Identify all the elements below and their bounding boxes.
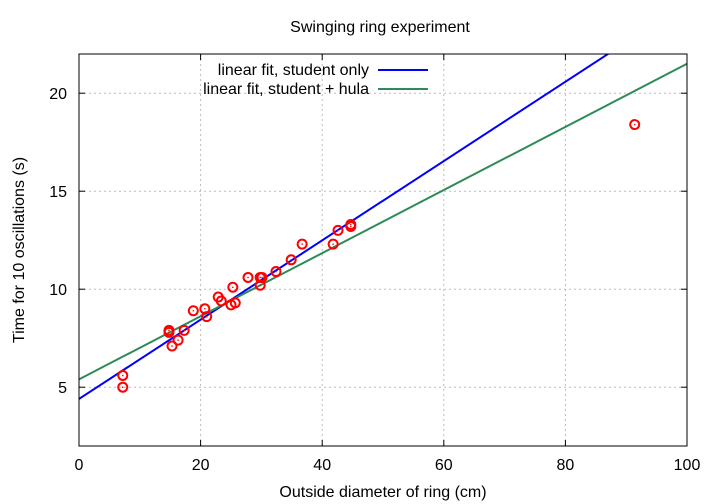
- chart-title: Swinging ring experiment: [290, 19, 470, 36]
- data-point: [201, 311, 213, 323]
- data-point-center: [247, 276, 249, 279]
- x-tick-label: 0: [75, 457, 84, 474]
- x-tick-label: 60: [435, 457, 453, 474]
- data-point: [285, 254, 297, 266]
- legend-label: linear fit, student only: [218, 62, 369, 79]
- x-axis-label: Outside diameter of ring (cm): [279, 484, 486, 501]
- data-point: [178, 324, 190, 336]
- data-point-center: [259, 276, 261, 279]
- data-point-center: [220, 300, 223, 302]
- data-point-center: [192, 309, 195, 312]
- data-point-center: [332, 243, 334, 245]
- data-point-center: [337, 229, 339, 232]
- data-point-center: [349, 223, 352, 226]
- plot-frame: [78, 53, 688, 447]
- data-point-center: [121, 374, 124, 377]
- data-point: [187, 305, 199, 317]
- data-point: [629, 119, 641, 131]
- data-point-center: [234, 302, 237, 304]
- data-point-center: [290, 259, 292, 261]
- x-tick-label: 40: [313, 457, 331, 474]
- data-point-center: [177, 339, 179, 341]
- y-tick-label: 5: [58, 380, 67, 397]
- data-point-center: [301, 243, 303, 245]
- data-point: [332, 224, 344, 236]
- data-point-center: [171, 345, 173, 347]
- data-point: [172, 334, 184, 346]
- data-point-center: [121, 386, 124, 389]
- data-point-center: [232, 286, 234, 289]
- y-tick-label: 10: [49, 282, 67, 299]
- data-point: [166, 340, 178, 352]
- x-tick-label: 100: [674, 457, 701, 474]
- legend-label: linear fit, student + hula: [203, 81, 369, 98]
- data-point-center: [168, 329, 170, 332]
- data-point: [117, 369, 129, 381]
- data-point-center: [261, 276, 263, 279]
- data-point-center: [633, 123, 636, 126]
- data-point: [270, 266, 282, 278]
- data-point-center: [205, 315, 208, 318]
- data-point: [227, 281, 239, 293]
- data-point: [242, 271, 254, 283]
- data-point: [296, 238, 308, 250]
- data-point-center: [183, 329, 185, 332]
- x-tick-label: 20: [192, 457, 210, 474]
- y-tick-label: 15: [49, 184, 67, 201]
- data-point: [327, 238, 339, 250]
- y-axis-label: Time for 10 oscillations (s): [11, 157, 28, 343]
- data-point: [215, 295, 227, 307]
- data-point: [117, 381, 129, 393]
- x-tick-label: 80: [557, 457, 575, 474]
- data-point: [256, 271, 268, 283]
- fit-line-2: [79, 62, 687, 381]
- data-point-center: [349, 225, 352, 228]
- fit-line-1: [79, 54, 610, 400]
- data-point: [345, 220, 357, 232]
- data-point-center: [259, 284, 261, 287]
- data-point: [229, 297, 241, 309]
- data-point-center: [168, 331, 170, 334]
- data-point-center: [204, 308, 206, 310]
- data-point: [163, 326, 175, 338]
- data-point-center: [275, 270, 277, 273]
- y-tick-label: 20: [49, 86, 67, 103]
